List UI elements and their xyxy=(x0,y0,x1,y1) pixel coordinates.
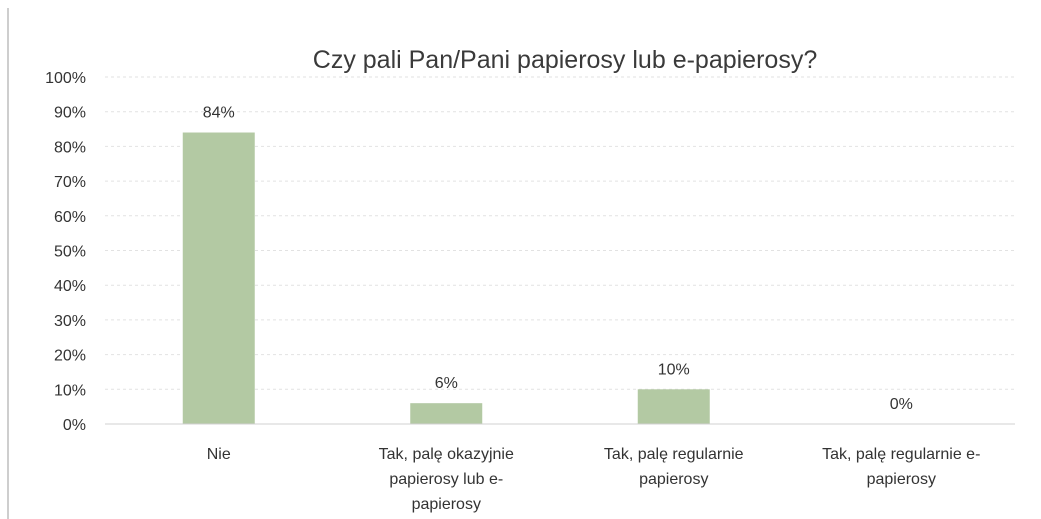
category-label: Nie xyxy=(207,446,231,463)
bar-value-label: 0% xyxy=(890,396,913,413)
y-tick-label: 10% xyxy=(54,382,86,399)
y-tick-label: 0% xyxy=(63,417,86,434)
category-label: papierosy xyxy=(639,471,708,488)
category-label: Tak, palę regularnie e- xyxy=(822,446,980,463)
y-tick-label: 60% xyxy=(54,209,86,226)
y-tick-label: 70% xyxy=(54,174,86,191)
category-label: papierosy xyxy=(867,471,936,488)
y-axis-tick-labels: 0% 10% 20% 30% 40% 50% 60% 70% 80% 90% 100% xyxy=(45,70,86,434)
bar xyxy=(410,403,483,424)
y-tick-label: 20% xyxy=(54,348,86,365)
y-tick-label: 100% xyxy=(45,70,86,87)
category-label: Tak, palę regularnie xyxy=(604,446,744,463)
y-tick-label: 90% xyxy=(54,105,86,122)
data-labels: 84% 6% 10% 0% xyxy=(203,105,913,413)
category-label: papierosy lub e- xyxy=(389,471,503,488)
bar xyxy=(637,389,710,424)
category-label: Tak, palę okazyjnie xyxy=(379,446,514,463)
gridlines xyxy=(105,76,1015,390)
bars xyxy=(182,132,710,424)
y-tick-label: 50% xyxy=(54,244,86,261)
category-label: papierosy xyxy=(412,496,481,513)
chart-title: Czy pali Pan/Pani papierosy lub e-papier… xyxy=(313,46,817,74)
bar-value-label: 6% xyxy=(435,375,458,392)
bar-value-label: 84% xyxy=(203,105,235,122)
y-tick-label: 40% xyxy=(54,278,86,295)
bar xyxy=(182,132,255,424)
bar-value-label: 10% xyxy=(658,361,690,378)
category-labels: Nie Tak, palę okazyjnie papierosy lub e-pa… xyxy=(207,446,981,513)
y-tick-label: 80% xyxy=(54,139,86,156)
y-tick-label: 30% xyxy=(54,313,86,330)
